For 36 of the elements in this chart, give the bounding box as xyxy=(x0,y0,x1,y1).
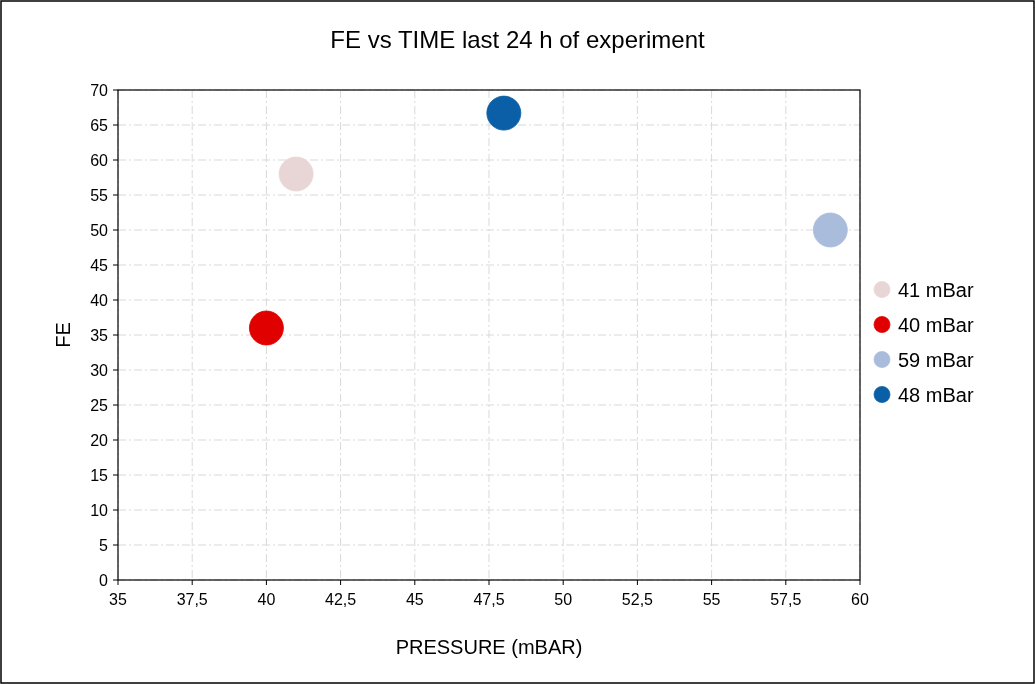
x-axis-title: PRESSURE (mBAR) xyxy=(395,636,583,658)
y-tick-label: 0 xyxy=(99,572,109,589)
y-tick-label: 40 xyxy=(90,292,109,309)
point xyxy=(486,95,522,131)
x-tick-label: 60 xyxy=(851,591,869,608)
x-tick-label: 37,5 xyxy=(176,591,208,608)
y-tick-label: 70 xyxy=(90,82,109,99)
legend-label: 40 mBar xyxy=(898,313,974,336)
y-axis-title: FE xyxy=(52,322,74,348)
y-tick-label: 35 xyxy=(90,327,109,344)
x-tick-label: 57,5 xyxy=(770,591,802,608)
x-tick-label: 52,5 xyxy=(621,591,654,608)
point xyxy=(812,212,848,248)
y-tick-label: 55 xyxy=(90,187,109,204)
x-tick-label: 40 xyxy=(257,591,276,608)
y-tick-label: 65 xyxy=(90,117,109,134)
legend-label: 59 mBar xyxy=(898,348,974,371)
y-tick-label: 15 xyxy=(90,467,109,484)
x-tick-label: 47,5 xyxy=(473,591,505,608)
y-tick-label: 60 xyxy=(90,152,109,169)
y-tick-label: 5 xyxy=(99,537,109,554)
x-tick-label: 55 xyxy=(702,591,721,608)
y-tick-label: 10 xyxy=(90,502,109,519)
chart-title: FE vs TIME last 24 h of experiment xyxy=(330,26,706,53)
point xyxy=(249,310,284,346)
legend-label: 48 mBar xyxy=(898,383,974,406)
y-tick-label: 25 xyxy=(90,397,109,414)
x-tick-label: 45 xyxy=(405,591,424,608)
y-tick-label: 50 xyxy=(90,222,109,239)
y-tick-label: 30 xyxy=(90,362,109,379)
y-tick-label: 20 xyxy=(90,432,109,449)
y-tick-label: 45 xyxy=(90,257,109,274)
x-tick-label: 50 xyxy=(554,591,573,608)
point xyxy=(278,156,314,192)
x-tick-label: 42,5 xyxy=(325,591,357,608)
legend-label: 41 mBar xyxy=(898,278,974,301)
